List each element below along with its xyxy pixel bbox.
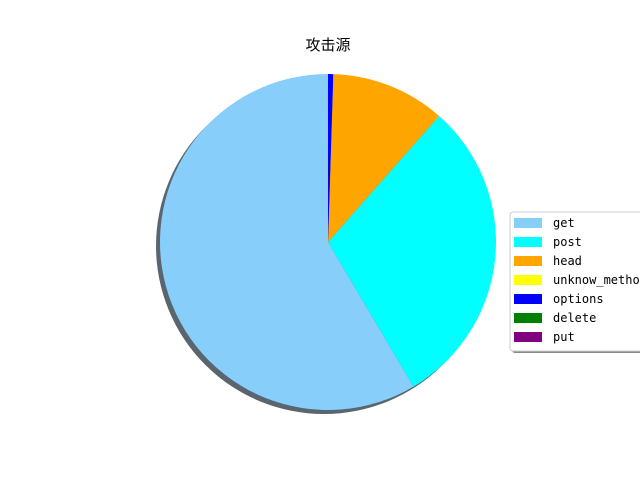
legend-swatch-post (514, 237, 542, 247)
legend-swatch-options (514, 294, 542, 304)
legend-label-options: options (553, 292, 604, 306)
legend-label-get: get (553, 216, 575, 230)
legend-label-unknow-method: unknow_method (553, 273, 640, 287)
chart-title: 攻击源 (305, 36, 350, 54)
legend-swatch-delete (514, 313, 542, 323)
legend-swatch-get (514, 218, 542, 228)
legend-label-post: post (553, 235, 582, 249)
legend-swatch-unknow-method (514, 275, 542, 285)
legend-box (509, 211, 640, 352)
legend-label-put: put (553, 330, 575, 344)
legend-label-head: head (553, 254, 582, 268)
pie-slice-get (160, 74, 414, 410)
pie-slice-post (328, 115, 496, 387)
legend-swatch-head (514, 256, 542, 266)
pie-slice-head (328, 74, 440, 242)
legend-swatch-put (514, 332, 542, 342)
pie-slices (160, 74, 496, 410)
pie-slice-options (328, 74, 334, 242)
legend-label-delete: delete (553, 311, 596, 325)
